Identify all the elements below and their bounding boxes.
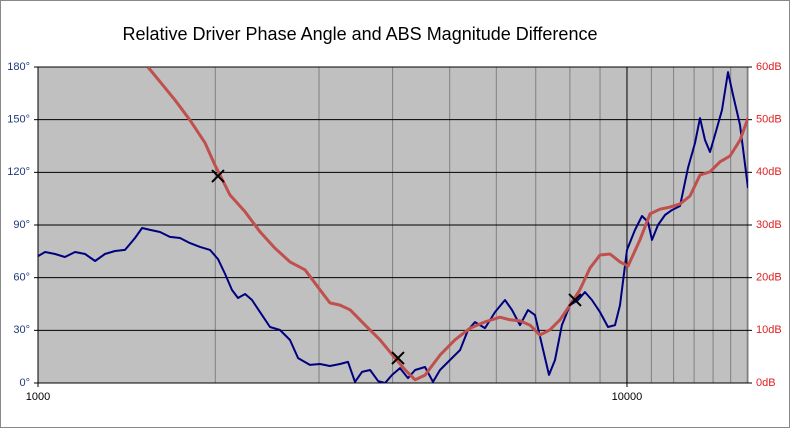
y2-tick-label: 50dB [756,114,782,126]
y2-tick-label: 60dB [756,61,782,73]
crossover-marker [391,351,405,365]
y-tick-label: 150° [7,114,30,126]
y-tick-label: 60° [13,272,30,284]
crossover-marker [211,169,225,183]
y2-tick-label: 0dB [756,377,776,389]
series-line [38,71,748,383]
x-tick-label: 10000 [612,391,643,403]
y2-tick-label: 30dB [756,219,782,231]
y-tick-label: 30° [13,324,30,336]
y2-tick-label: 20dB [756,272,782,284]
y-tick-label: 120° [7,166,30,178]
y2-tick-label: 40dB [756,166,782,178]
series-line [146,67,748,382]
chart-title: Relative Driver Phase Angle and ABS Magn… [123,24,598,44]
y2-tick-label: 10dB [756,324,782,336]
y-tick-label: 0° [19,377,30,389]
y-tick-label: 180° [7,61,30,73]
crossover-marker [568,293,582,307]
x-tick-label: 1000 [26,391,50,403]
y-tick-label: 90° [13,219,30,231]
